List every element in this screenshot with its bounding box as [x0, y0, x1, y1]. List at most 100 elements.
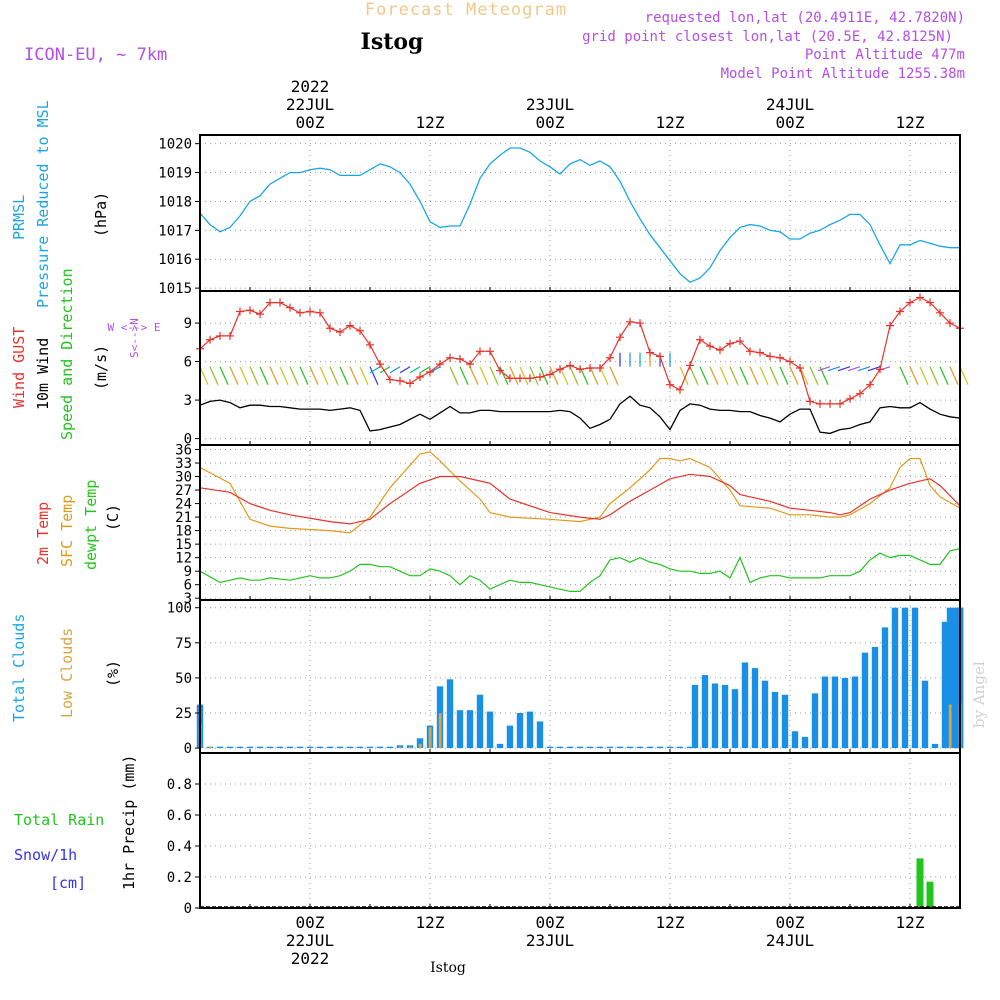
total-cloud-bar [446, 679, 454, 749]
label-prmsl: PRMSL [10, 195, 28, 240]
total-cloud-bar [781, 694, 789, 749]
wind-direction-arrow [709, 366, 719, 385]
wind-direction-arrow [867, 366, 881, 372]
wind-labels: Wind GUST 10m Wind Speed and Direction (… [10, 268, 160, 440]
wind-gust-marker [856, 389, 864, 398]
y-tick-label: 12 [175, 551, 192, 567]
y-tick-label: 1017 [158, 223, 192, 239]
total-cloud-bar [416, 738, 424, 749]
total-cloud-bar [246, 746, 254, 749]
requested-coords: requested lon,lat (20.4911E, 42.7820N) [645, 10, 965, 26]
axis-layer: 1015101610171018101910200369369121518212… [158, 77, 961, 968]
wind-direction-arrow [389, 366, 401, 374]
wind-direction-arrow [827, 366, 841, 372]
wind-gust-marker [436, 360, 444, 369]
total-cloud-bar [851, 676, 859, 749]
wind-compass-sn: S<-->N [128, 318, 141, 358]
label-pressure-msl: Pressure Reduced to MSL [34, 100, 52, 308]
wind-direction-arrow [589, 366, 599, 385]
wind-gust-marker [746, 347, 754, 356]
total-cloud-bar [526, 711, 534, 749]
temp-dewpt-line [199, 548, 961, 593]
y-tick-label: 1015 [158, 281, 192, 297]
total-cloud-bar [286, 746, 294, 749]
wind-gust-marker [796, 364, 804, 372]
wind-direction-arrow [349, 366, 359, 385]
y-tick-label: 1020 [158, 137, 192, 153]
low-cloud-bar [428, 727, 432, 749]
wind-gust-marker [736, 337, 744, 346]
total-cloud-bar [731, 689, 739, 749]
total-cloud-bar [946, 607, 954, 749]
wind-gust-marker [806, 397, 814, 406]
wind-direction-arrow [239, 366, 249, 385]
wind-gust-marker [466, 360, 474, 369]
wind-direction-arrow [729, 366, 739, 385]
total-cloud-bar [701, 675, 709, 749]
wind-direction-arrow [809, 366, 819, 385]
wind-direction-arrow [739, 366, 749, 385]
total-cloud-bar [646, 746, 654, 749]
wind-gust-marker [306, 307, 314, 316]
wind-direction-arrow [679, 366, 689, 385]
wind-gust-marker [876, 365, 884, 374]
wind-gust-marker [276, 298, 284, 307]
wind-direction-arrow [369, 366, 379, 385]
total-cloud-bar [576, 746, 584, 749]
top-time-label: 24JUL [766, 95, 814, 114]
label-ms: (m/s) [92, 345, 110, 390]
total-cloud-bar [356, 746, 364, 749]
total-cloud-bar [306, 746, 314, 749]
wind-gust-marker [636, 319, 644, 328]
y-tick-label: 1019 [158, 166, 192, 182]
y-tick-label: 36 [175, 443, 192, 459]
total-cloud-bar [861, 652, 869, 749]
wind-gust-marker [606, 353, 614, 362]
label-1hr-precip: 1hr Precip (mm) [120, 755, 138, 890]
total-cloud-bar [366, 746, 374, 749]
wind-direction-arrow [419, 366, 431, 374]
wind-gust-marker [836, 399, 844, 408]
wind-direction-arrow [549, 366, 559, 385]
y-tick-label: 100 [167, 601, 192, 617]
wind-gust-marker [646, 348, 654, 357]
wind-direction-arrow [279, 366, 289, 385]
wind-gust-marker [446, 353, 454, 362]
wind-direction-arrow [789, 366, 799, 385]
wind-gust-marker [246, 306, 254, 315]
wind-direction-arrow [499, 366, 509, 385]
wind-direction-arrow [779, 366, 789, 385]
y-tick-label: 0.4 [167, 839, 192, 855]
wind-gust-marker [536, 372, 544, 381]
wind-direction-arrow [519, 366, 529, 385]
wind-direction-arrow [379, 366, 391, 374]
label-speed-direction: Speed and Direction [58, 268, 76, 440]
wind-direction-arrow [249, 366, 259, 385]
wind-gust-marker [896, 307, 904, 316]
wind-gust-marker [406, 379, 414, 388]
wind-gust-marker [476, 347, 484, 356]
wind-gust-marker [506, 374, 514, 383]
y-tick-label: 1016 [158, 252, 192, 268]
total-cloud-bar [266, 746, 274, 749]
wind-direction-arrow [369, 366, 381, 374]
wind-direction-arrow [449, 366, 459, 385]
wind-gust-marker [286, 303, 294, 312]
wind-gust-marker [456, 355, 464, 364]
total-cloud-bar [636, 746, 644, 749]
total-cloud-bar [801, 736, 809, 749]
label-2m-temp: 2m Temp [34, 502, 52, 565]
wind-gust-marker [486, 347, 494, 356]
y-tick-label: 50 [175, 671, 192, 687]
bottom-location: Istog [430, 960, 466, 976]
data-layer [196, 147, 969, 908]
wind-gust-marker [496, 366, 504, 375]
top-time-label: 12Z [896, 113, 925, 132]
wind-direction-arrow [309, 366, 319, 385]
wind-direction-arrow [219, 366, 229, 385]
wind-direction-arrow [359, 366, 369, 385]
cloud-labels: Total Clouds Low Clouds (%) [10, 614, 122, 722]
panel-frame-pressure [199, 134, 961, 292]
y-tick-label: 30 [175, 470, 192, 486]
pressure-line [199, 147, 960, 284]
